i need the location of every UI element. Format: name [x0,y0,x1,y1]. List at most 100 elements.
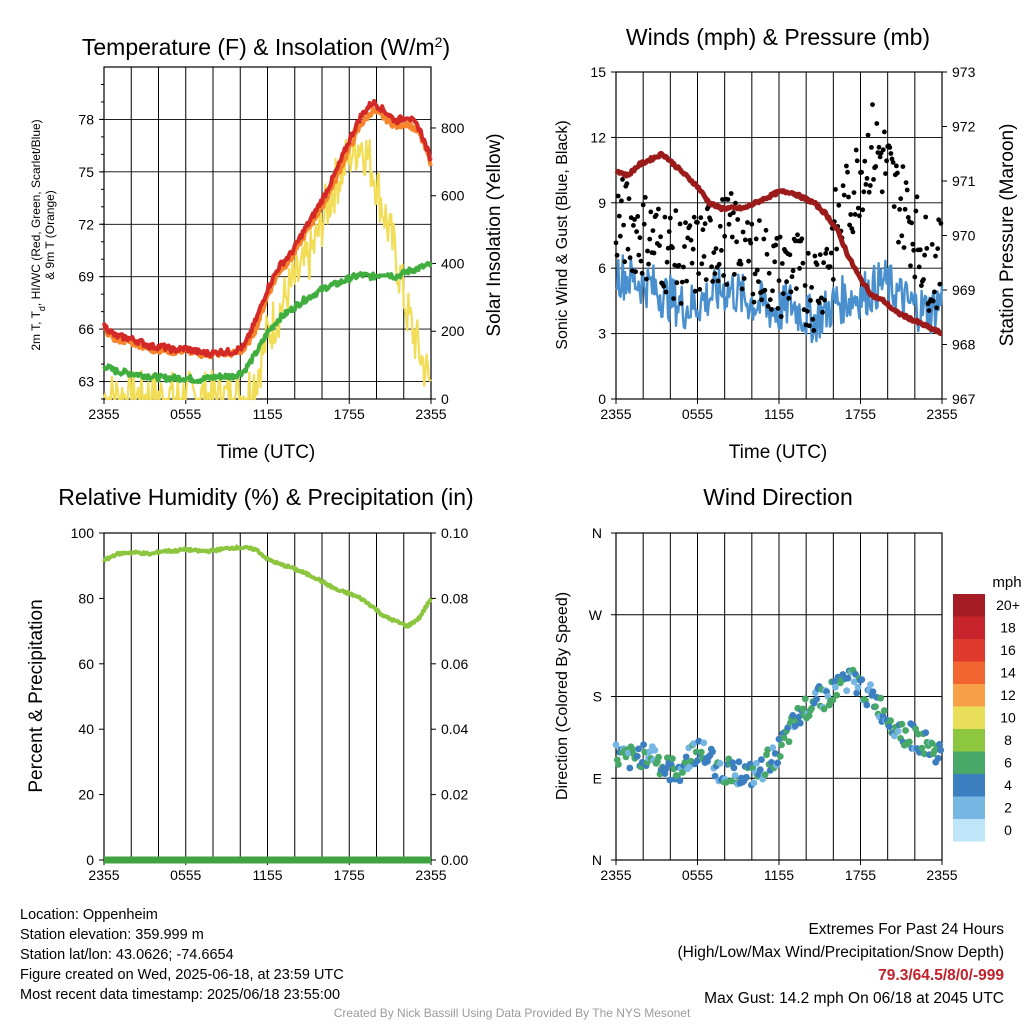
colorbar-label: 12 [1000,687,1016,703]
gust-point [862,158,868,164]
gust-point [670,245,675,251]
direction-point [697,748,705,756]
gust-point [899,233,905,239]
gust-point [691,214,697,220]
gust-point [896,239,901,245]
gust-point [615,193,621,199]
gust-point [678,301,684,306]
gust-point [891,204,897,210]
gust-point [636,252,642,258]
gust-point [836,202,842,208]
gust-point [883,171,888,177]
direction-point [898,720,906,728]
gust-point [902,206,908,212]
y-tick-label: 80 [78,590,94,606]
gust-point [833,187,838,192]
gust-point [871,177,876,182]
gust-point [780,291,786,296]
gust-point [631,223,636,228]
gust-point [808,298,813,303]
gust-point [726,221,732,227]
y-tick-label: 40 [78,721,94,737]
max-gust-text: Max Gust: 14.2 mph On 06/18 at 2045 UTC [704,990,1004,1007]
gust-point [860,207,866,213]
gust-point [717,223,723,229]
temperature-ylabel-left: 2m T, Td, HI/WC (Red, Green, Scarlet/Blu… [29,119,47,350]
gust-point [855,205,861,211]
temperature-xlabel: Time (UTC) [217,442,316,463]
recent-data-text: Most recent data timestamp: 2025/06/18 2… [20,987,341,1003]
colorbar-label: 14 [1000,665,1016,681]
direction-point [799,705,807,713]
gust-point [662,214,668,220]
insolation-line [102,127,432,401]
gust-point [917,247,923,253]
gust-point [784,279,789,285]
gust-point [830,277,836,282]
gust-point [713,246,719,252]
gust-point [741,276,747,281]
extremes-info: Extremes For Past 24 Hours (High/Low/Max… [678,918,1005,1010]
gust-point [616,213,622,219]
gust-point [876,144,882,150]
y-tick-label: 63 [78,374,94,390]
gust-point [767,297,773,303]
gust-point [709,264,714,270]
gust-point [696,271,701,276]
gust-point [759,297,764,303]
y2-tick-label: 200 [441,323,465,339]
gust-point [909,220,914,226]
direction-point [914,730,922,738]
gust-point [742,237,748,243]
x-tick-label: 2355 [88,406,119,422]
gust-point [701,254,707,259]
humidity-panel: Relative Humidity (%) & Precipitation (i… [26,484,474,793]
gust-point [779,261,785,266]
gust-point [888,151,894,156]
temp-2m-line [102,98,433,359]
gust-point [867,183,873,188]
direction-title: Wind Direction [703,484,853,510]
gust-point [824,246,830,252]
y-tick-label: E [593,770,602,786]
direction-point [768,759,775,766]
y2-tick-label: 972 [952,119,976,135]
gust-point [734,239,739,245]
gust-point [777,234,783,240]
direction-point [785,738,793,746]
gust-point [762,287,768,293]
gust-point [697,287,703,292]
colorbar-label: 10 [1000,710,1016,726]
gust-point [721,273,726,278]
y-tick-label: S [593,689,602,705]
colorbar-swatch [953,751,985,774]
gust-point [823,251,829,256]
gust-point [834,246,839,252]
gust-point [638,258,644,264]
gust-point [864,176,870,181]
gust-point [933,253,938,259]
latlon-text: Station lat/lon: 43.0626; -74.6654 [20,947,234,963]
x-tick-label: 1755 [845,406,876,422]
y-tick-label: 69 [78,269,94,285]
gust-point [732,271,737,277]
direction-point [771,750,779,757]
direction-point [850,678,858,686]
gust-point [800,260,806,266]
gust-point [866,189,872,195]
gust-point [914,194,920,200]
extremes-fields: (High/Low/Max Wind/Precipitation/Snow De… [677,944,1005,961]
x-tick-label: 0555 [170,406,201,422]
gust-point [775,306,781,311]
y2-tick-label: 0 [441,391,449,407]
gust-point [651,250,657,256]
x-tick-label: 2355 [415,406,446,422]
gust-point [811,328,817,333]
gust-point [708,217,713,223]
direction-point [869,688,877,696]
y2-tick-label: 970 [952,228,976,244]
direction-point [729,759,736,766]
gust-point [625,246,631,252]
direction-point [709,748,716,756]
gust-point [882,129,887,135]
